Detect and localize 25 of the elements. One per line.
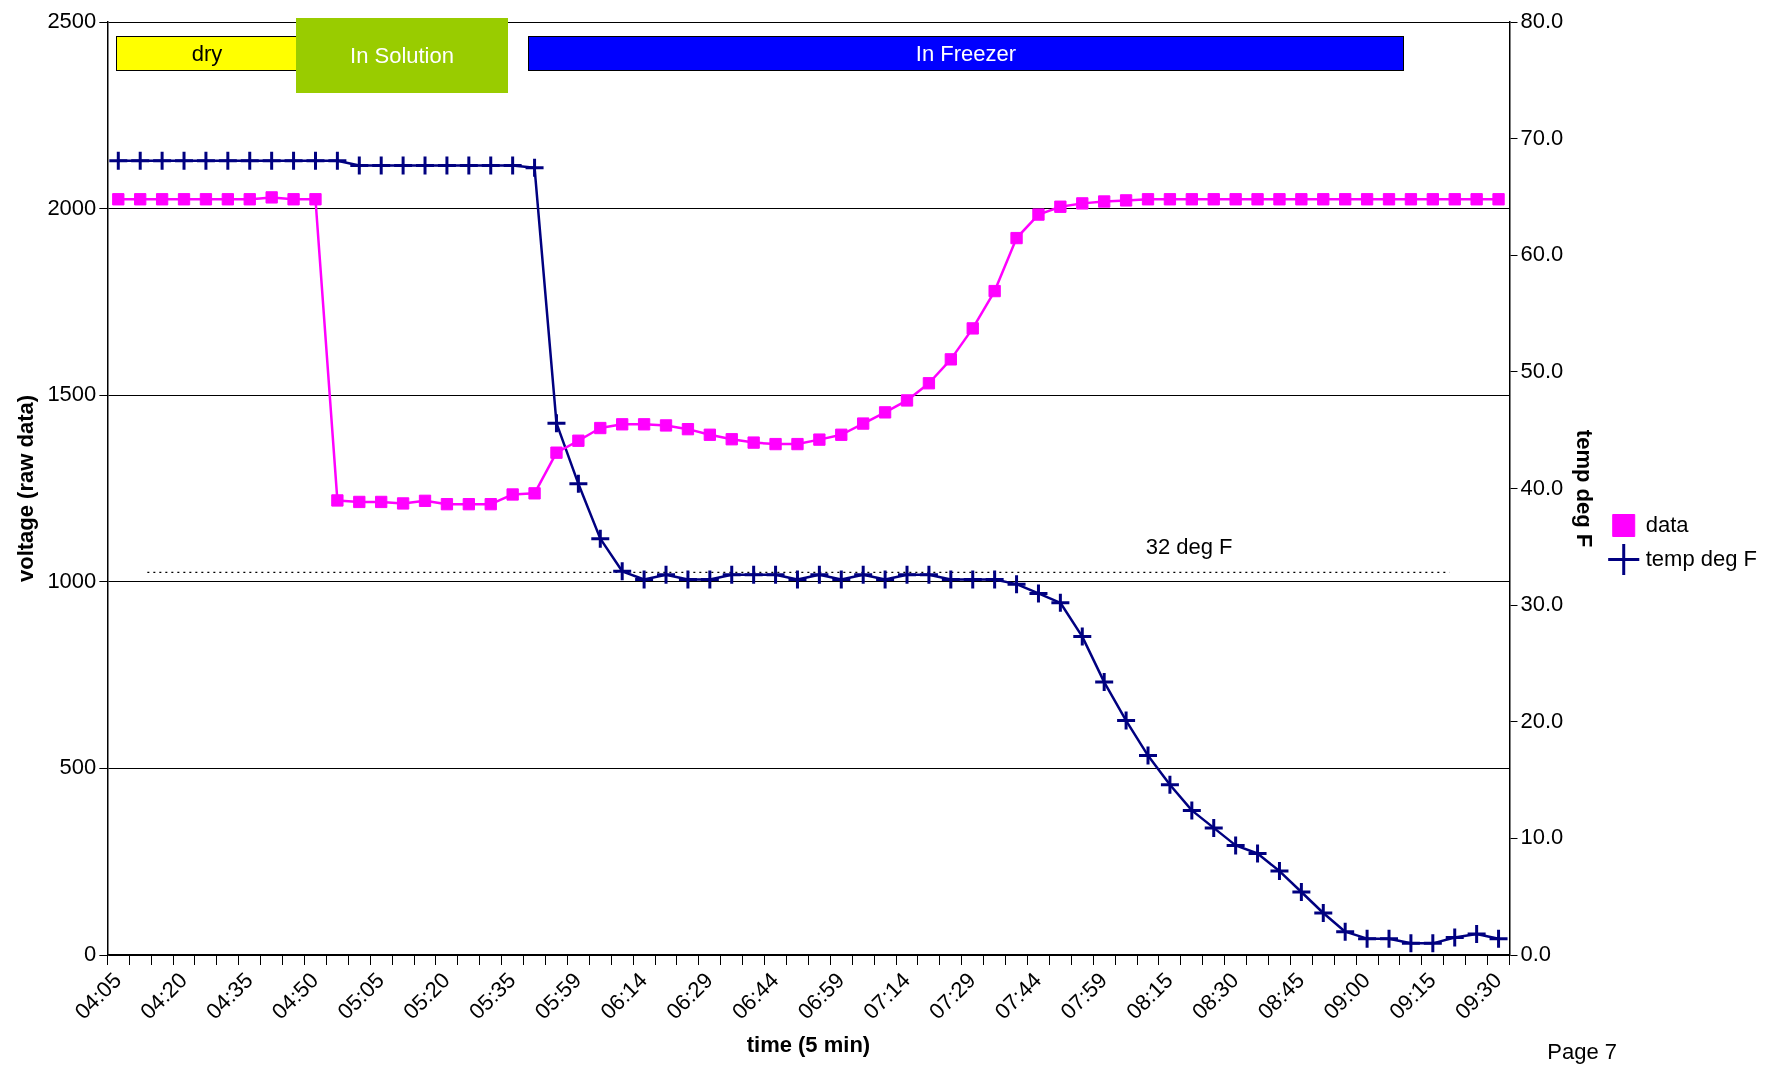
y2-tick-label: 0.0 [1520,941,1552,967]
y-axis-title: voltage (raw data) [13,394,39,583]
y2-tick-label: 70.0 [1520,124,1564,150]
phase-box: In Freezer [528,36,1404,71]
y2-tick-label: 10.0 [1520,824,1564,850]
y-tick-label: 1500 [47,381,97,407]
y2-tick-label: 20.0 [1520,707,1564,733]
y-tick-label: 2500 [47,8,97,34]
y2-tick-label: 30.0 [1520,591,1564,617]
y-tick-label: 500 [59,754,97,780]
y-tick-label: 2000 [47,194,97,220]
y2-tick-label: 50.0 [1520,357,1564,383]
phase-box: dry [116,36,298,71]
text: Page 7 [1547,1039,1617,1065]
y2-axis-title: temp deg F [1572,429,1598,548]
legend-label: data [1645,511,1690,537]
y-tick-label: 0 [84,941,97,967]
y-tick-label: 1000 [47,567,97,593]
ref-line-label: 32 deg F [1145,533,1233,559]
y2-tick-label: 60.0 [1520,241,1564,267]
x-axis-title: time (5 min) [746,1031,871,1057]
y2-tick-label: 80.0 [1520,8,1564,34]
legend-label: temp deg F [1645,545,1757,571]
phase-box: In Solution [296,18,508,93]
y2-tick-label: 40.0 [1520,474,1564,500]
